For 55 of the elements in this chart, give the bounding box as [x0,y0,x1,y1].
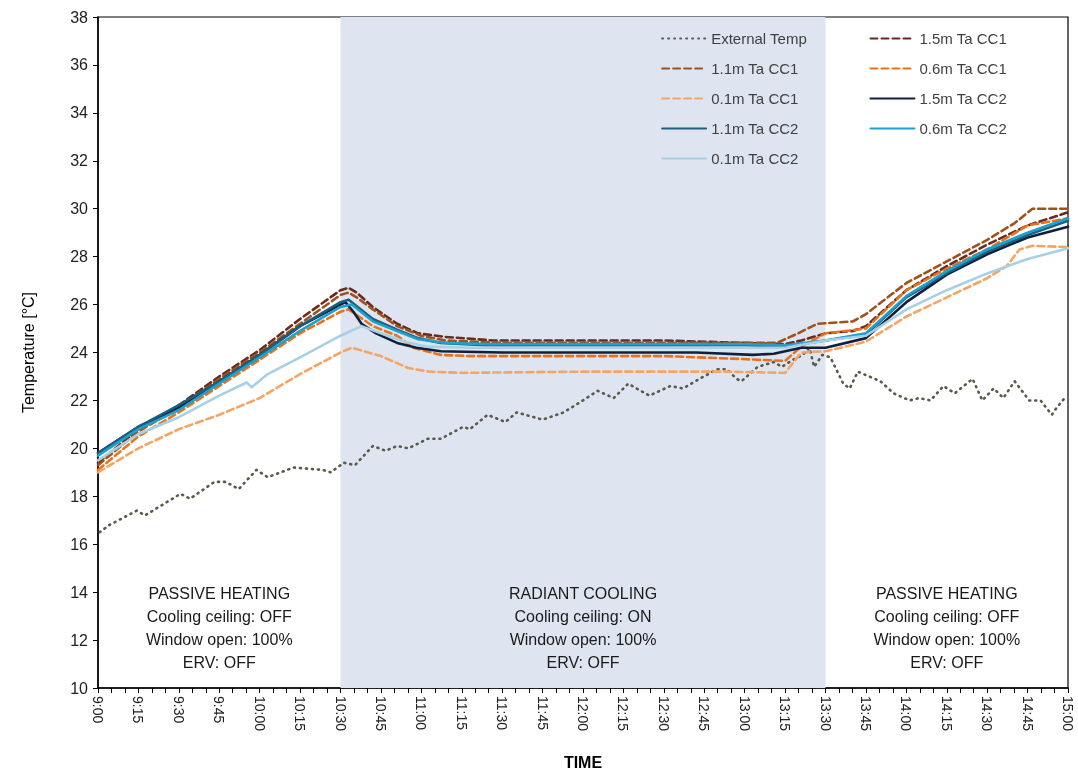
x-tick-label: 15:00 [1060,696,1076,732]
line-series [98,346,1067,534]
x-tick-label: 11:15 [453,696,470,731]
x-tick-label: 14:30 [979,696,996,732]
y-tick-label: 22 [70,391,89,409]
x-tick-label: 11:45 [534,696,551,731]
legend-label: 0.6m Ta CC2 [919,120,1007,137]
y-tick-label: 10 [70,679,89,697]
legend-label: 1.1m Ta CC2 [711,120,799,137]
y-tick-label: 20 [70,439,89,457]
annotation: PASSIVE HEATING Cooling ceiling: OFF Window open: 100% ERV: OFF [145,585,293,671]
x-tick-label: 9:45 [211,696,228,724]
legend-label: 1.5m Ta CC1 [919,30,1007,47]
y-tick-label: 38 [70,8,89,26]
y-tick-label: 28 [70,248,89,266]
x-tick-label: 9:00 [90,696,106,724]
y-tick-label: 18 [70,487,89,505]
x-tick-label: 9:15 [130,696,147,724]
y-tick-label: 26 [70,296,89,314]
x-tick-label: 14:45 [1019,696,1036,732]
x-tick-label: 11:00 [413,696,430,731]
legend-label: 0.6m Ta CC1 [919,60,1007,77]
legend-label: 0.1m Ta CC1 [711,90,799,107]
y-tick-label: 32 [70,152,89,170]
y-tick-label: 12 [70,631,89,649]
x-tick-label: 9:30 [170,696,187,724]
x-tick-label: 12:15 [615,696,632,732]
x-tick-label: 10:30 [332,696,349,732]
x-axis-title: TIME [563,753,603,771]
x-tick-label: 13:00 [736,696,753,732]
legend-label: 1.5m Ta CC2 [919,90,1007,107]
y-tick-label: 16 [70,535,89,553]
legend-label: 0.1m Ta CC2 [711,150,799,167]
y-tick-label: 24 [70,344,89,361]
x-tick-label: 11:30 [494,696,511,731]
x-tick-label: 10:45 [372,696,389,732]
x-tick-label: 12:45 [696,696,713,732]
x-tick-label: 12:00 [575,696,591,732]
x-tick-label: 13:45 [857,696,874,732]
y-tick-label: 34 [70,104,89,122]
y-tick-label: 30 [70,200,89,218]
y-tick-label: 14 [70,583,89,601]
x-tick-label: 13:30 [817,696,834,732]
y-tick-label: 36 [70,56,89,74]
annotation: PASSIVE HEATING Cooling ceiling: OFF Window open: 100% ERV: OFF [873,585,1021,671]
x-tick-label: 14:00 [898,696,915,732]
x-tick-label: 12:30 [655,696,672,732]
x-tick-label: 10:00 [251,696,268,732]
x-tick-label: 10:15 [292,696,309,732]
annotation: RADIANT COOLING Cooling ceiling: ON Window open: 100% ERV: OFF [508,585,658,671]
legend-label: 1.1m Ta CC1 [711,60,799,77]
y-axis-title: Temperature [°C] [19,291,37,414]
x-tick-label: 13:15 [777,696,794,732]
legend-label: External Temp [711,30,807,47]
x-tick-label: 14:15 [938,696,955,732]
